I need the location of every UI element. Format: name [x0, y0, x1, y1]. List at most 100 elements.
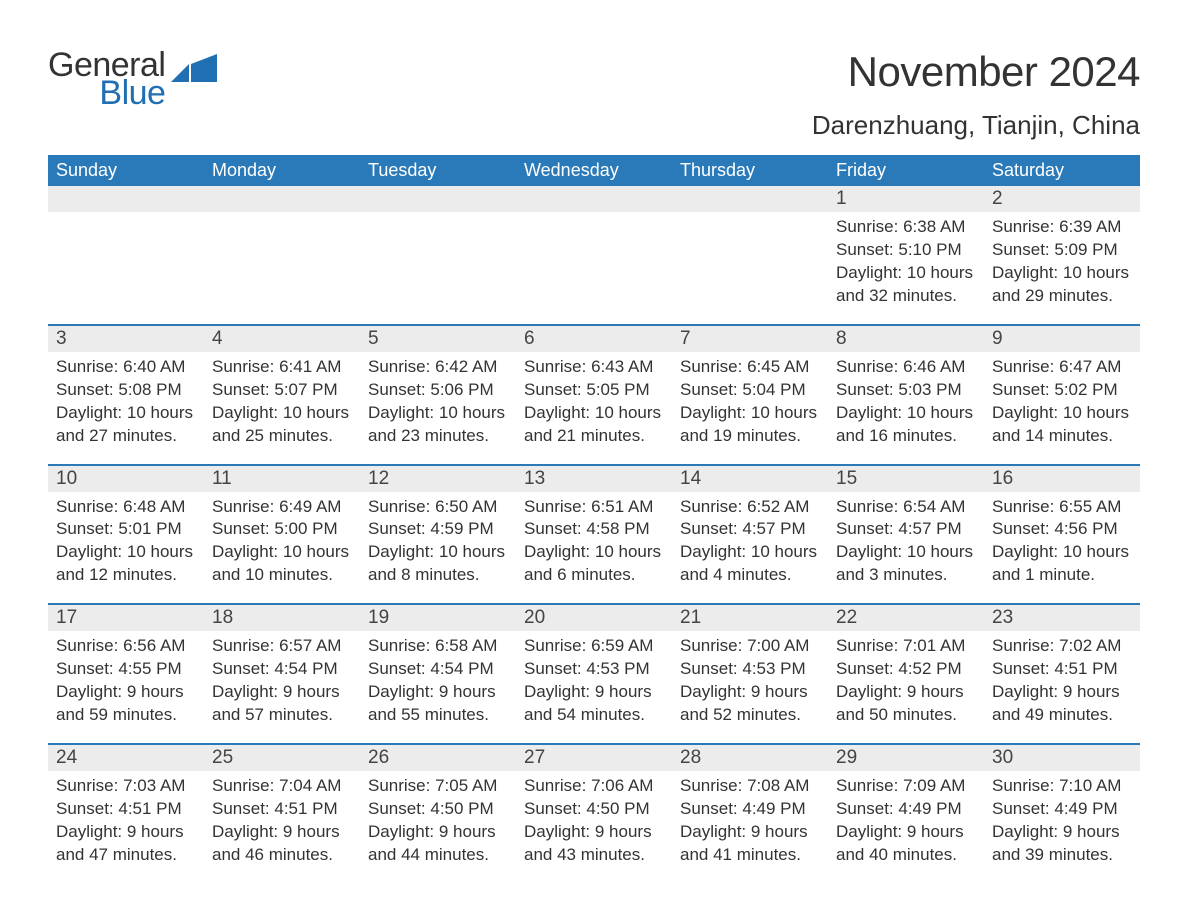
day-number-cell: 10 [48, 465, 204, 492]
daylight-line-2: and 25 minutes. [212, 425, 352, 448]
sunset-line-label: Sunset: [212, 380, 274, 399]
daylight-line-value: 10 hours [1063, 542, 1129, 561]
weekday-header: Saturday [984, 155, 1140, 186]
sunrise-line-value: 6:58 AM [435, 636, 497, 655]
daylight-line-label: Daylight: [368, 403, 439, 422]
brand-text: General Blue [48, 48, 165, 110]
weekday-header: Sunday [48, 155, 204, 186]
daylight-line: Daylight: 9 hours [368, 681, 508, 704]
daylight-line-2: and 14 minutes. [992, 425, 1132, 448]
sunset-line-value: 4:49 PM [1054, 799, 1117, 818]
week-number-row: 17181920212223 [48, 604, 1140, 631]
sunset-line-label: Sunset: [992, 519, 1054, 538]
daylight-line-2-value: and 23 minutes. [368, 426, 489, 445]
sunset-line-value: 5:02 PM [1054, 380, 1117, 399]
daylight-line: Daylight: 9 hours [992, 821, 1132, 844]
sunrise-line: Sunrise: 6:54 AM [836, 496, 976, 519]
sunset-line-label: Sunset: [992, 240, 1054, 259]
daylight-line: Daylight: 9 hours [212, 681, 352, 704]
sunset-line-label: Sunset: [836, 519, 898, 538]
daylight-line-2-value: and 21 minutes. [524, 426, 645, 445]
daylight-line-label: Daylight: [680, 682, 751, 701]
sunrise-line-label: Sunrise: [836, 776, 903, 795]
sunrise-line-label: Sunrise: [992, 636, 1059, 655]
sunrise-line-value: 6:50 AM [435, 497, 497, 516]
location: Darenzhuang, Tianjin, China [812, 110, 1140, 141]
day-number-cell [48, 186, 204, 212]
daylight-line-2-value: and 49 minutes. [992, 705, 1113, 724]
daylight-line-label: Daylight: [212, 542, 283, 561]
sunrise-line-value: 6:55 AM [1059, 497, 1121, 516]
day-number: 20 [524, 607, 545, 628]
sunset-line-label: Sunset: [368, 659, 430, 678]
daylight-line-value: 9 hours [907, 822, 964, 841]
daylight-line-label: Daylight: [680, 822, 751, 841]
day-number-cell: 21 [672, 604, 828, 631]
day-number-cell: 22 [828, 604, 984, 631]
daylight-line-2: and 54 minutes. [524, 704, 664, 727]
sunrise-line-value: 7:03 AM [123, 776, 185, 795]
daylight-line: Daylight: 9 hours [368, 821, 508, 844]
day-content-cell: Sunrise: 6:48 AMSunset: 5:01 PMDaylight:… [48, 492, 204, 605]
sunset-line-value: 4:54 PM [274, 659, 337, 678]
sunrise-line: Sunrise: 6:52 AM [680, 496, 820, 519]
sunset-line-value: 4:52 PM [898, 659, 961, 678]
sunset-line: Sunset: 5:10 PM [836, 239, 976, 262]
daylight-line-2-value: and 6 minutes. [524, 565, 636, 584]
day-content-cell: Sunrise: 7:03 AMSunset: 4:51 PMDaylight:… [48, 771, 204, 883]
daylight-line-label: Daylight: [56, 822, 127, 841]
sunset-line-value: 4:58 PM [586, 519, 649, 538]
sunrise-line-value: 7:05 AM [435, 776, 497, 795]
week-content-row: Sunrise: 6:40 AMSunset: 5:08 PMDaylight:… [48, 352, 1140, 465]
day-content-cell [516, 212, 672, 325]
daylight-line-value: 9 hours [439, 822, 496, 841]
sunset-line: Sunset: 4:53 PM [524, 658, 664, 681]
day-number-cell: 16 [984, 465, 1140, 492]
day-number: 7 [680, 328, 691, 349]
daylight-line-value: 10 hours [751, 542, 817, 561]
sunrise-line: Sunrise: 7:10 AM [992, 775, 1132, 798]
daylight-line-label: Daylight: [524, 822, 595, 841]
daylight-line: Daylight: 10 hours [368, 402, 508, 425]
sunrise-line-value: 7:00 AM [747, 636, 809, 655]
day-content-cell [204, 212, 360, 325]
daylight-line-value: 10 hours [439, 403, 505, 422]
day-number-cell: 17 [48, 604, 204, 631]
daylight-line-2-value: and 19 minutes. [680, 426, 801, 445]
day-number: 29 [836, 747, 857, 768]
daylight-line-label: Daylight: [992, 822, 1063, 841]
day-number-cell: 20 [516, 604, 672, 631]
sunrise-line-value: 6:41 AM [279, 357, 341, 376]
calendar-body: 12Sunrise: 6:38 AMSunset: 5:10 PMDayligh… [48, 186, 1140, 883]
day-number: 28 [680, 747, 701, 768]
daylight-line-value: 10 hours [595, 403, 661, 422]
daylight-line-value: 9 hours [595, 682, 652, 701]
daylight-line: Daylight: 10 hours [56, 541, 196, 564]
day-number-cell: 18 [204, 604, 360, 631]
sunset-line-label: Sunset: [212, 519, 274, 538]
sunrise-line: Sunrise: 6:50 AM [368, 496, 508, 519]
daylight-line: Daylight: 10 hours [992, 402, 1132, 425]
daylight-line-label: Daylight: [992, 263, 1063, 282]
sunrise-line-value: 6:43 AM [591, 357, 653, 376]
sunrise-line-label: Sunrise: [212, 357, 279, 376]
sunrise-line: Sunrise: 7:05 AM [368, 775, 508, 798]
day-number-cell: 3 [48, 325, 204, 352]
sunset-line-label: Sunset: [680, 659, 742, 678]
daylight-line-label: Daylight: [524, 682, 595, 701]
sunrise-line-label: Sunrise: [368, 776, 435, 795]
sunset-line-label: Sunset: [524, 380, 586, 399]
daylight-line-2-value: and 14 minutes. [992, 426, 1113, 445]
sunset-line-label: Sunset: [368, 380, 430, 399]
sunset-line-label: Sunset: [836, 240, 898, 259]
day-number: 15 [836, 468, 857, 489]
daylight-line-2-value: and 44 minutes. [368, 845, 489, 864]
day-number: 23 [992, 607, 1013, 628]
sunrise-line: Sunrise: 6:48 AM [56, 496, 196, 519]
day-number-cell: 9 [984, 325, 1140, 352]
daylight-line: Daylight: 10 hours [524, 541, 664, 564]
sunrise-line-value: 6:38 AM [903, 217, 965, 236]
sunset-line: Sunset: 5:07 PM [212, 379, 352, 402]
daylight-line-2-value: and 1 minute. [992, 565, 1095, 584]
sunrise-line: Sunrise: 7:08 AM [680, 775, 820, 798]
